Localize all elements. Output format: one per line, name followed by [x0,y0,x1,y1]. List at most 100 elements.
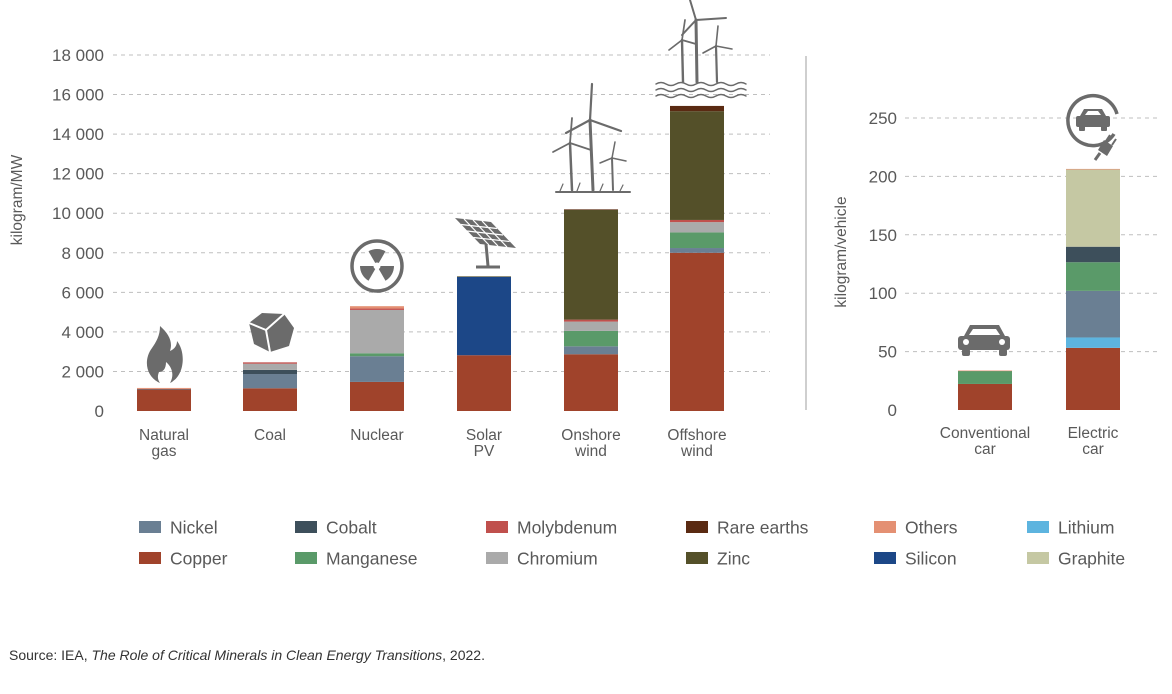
category-label: Natural [139,427,189,444]
y-tick-label: 14 000 [52,125,104,144]
category-label: car [1082,441,1104,458]
y-tick-label: 150 [869,226,897,245]
onshore-wind-icon [552,82,631,193]
bar-segment-nickel [137,388,191,390]
bar-segment-chromium [243,363,297,370]
left-y-axis-ticks: 0 2 000 4 000 6 000 8 000 10 000 12 000 14 000 1… [52,46,104,421]
bar-segment-molybdenum [670,219,724,223]
category-label: wind [574,443,607,460]
right-y-axis-ticks: 0 50 100 150 200 250 [869,109,897,420]
category-label: wind [680,443,713,460]
bar-segment-copper [457,355,511,411]
category-label: Nuclear [350,427,403,444]
category-label: Conventional [940,425,1030,442]
bar-segment-chromium [350,309,404,354]
legend: Nickel Cobalt Molybdenum Rare earths Others L… [139,518,1125,569]
category-label: car [974,441,996,458]
legend-label-molybdenum: Molybdenum [517,518,617,538]
bar-segment-nickel [1066,290,1120,338]
left-y-axis-title: kilogram/MW [9,154,26,245]
bar-segment-rare-earths [564,209,618,210]
bar-segment-manganese [350,353,404,357]
y-tick-label: 4 000 [61,323,104,342]
bar-segment-manganese [958,370,1012,384]
category-label: Onshore [561,427,620,444]
bar-segment-copper [350,381,404,411]
category-label: PV [474,443,495,460]
legend-swatch-nickel [139,521,161,533]
bar-segment-zinc [564,209,618,320]
right-gridlines [905,117,1160,353]
category-label: Electric [1068,425,1119,442]
y-tick-label: 250 [869,109,897,128]
ev-plug-icon [1066,93,1119,161]
right-y-axis-title: kilogram/vehicle [833,196,850,307]
bar-segment-copper [958,383,1012,410]
legend-swatch-chromium [486,552,508,564]
vehicle-bars [958,168,1120,410]
bar-segment-silicon [457,276,511,356]
bar-segment-nickel [243,374,297,389]
bar-segment-graphite [1066,169,1120,247]
legend-label-cobalt: Cobalt [326,518,377,538]
source-title: The Role of Critical Minerals in Clean E… [91,647,443,663]
bar-segment-nickel [670,248,724,253]
y-tick-label: 0 [888,401,897,420]
legend-swatch-silicon [874,552,896,564]
offshore-wind-icon [655,0,747,99]
bar-segment-cobalt [243,369,297,375]
bar-segment-manganese [670,232,724,249]
bar-segment-molybdenum [243,362,297,364]
category-label: Coal [254,427,286,444]
bar-segment-others [137,387,191,389]
energy-technology-bars [137,105,724,411]
y-tick-label: 100 [869,284,897,303]
y-tick-label: 50 [878,343,897,362]
legend-swatch-rare-earths [686,521,708,533]
legend-label-copper: Copper [170,549,228,569]
bar-segment-chromium [670,222,724,233]
bar-segment-rare-earths [670,105,724,112]
source-note: Source: IEA, The Role of Critical Minera… [9,647,485,663]
car-icon [958,325,1010,356]
category-label: Solar [466,427,502,444]
legend-label-nickel: Nickel [170,518,218,538]
legend-label-others: Others [905,518,958,538]
category-label: Offshore [667,427,726,444]
legend-label-zinc: Zinc [717,549,750,569]
source-prefix: Source: IEA, [9,647,92,663]
bar-segment-copper [1066,347,1120,410]
bar-segment-others [1066,168,1120,170]
radiation-icon [350,239,404,293]
bar-segment-molybdenum [564,319,618,322]
y-tick-label: 12 000 [52,165,104,184]
legend-label-silicon: Silicon [905,549,957,569]
bar-segment-copper [670,252,724,411]
y-tick-label: 8 000 [61,244,104,263]
flame-icon [146,326,183,383]
bar-segment-manganese [1066,262,1120,291]
legend-swatch-molybdenum [486,521,508,533]
bar-segment-others [350,306,404,309]
legend-label-lithium: Lithium [1058,518,1114,538]
bar-segment-cobalt [1066,246,1120,263]
bar-segment-copper [137,389,191,411]
category-label: gas [152,443,177,460]
bar-segment-nickel [564,346,618,355]
y-tick-label: 0 [95,402,104,421]
legend-swatch-others [874,521,896,533]
bar-segment-zinc [457,276,511,277]
legend-swatch-graphite [1027,552,1049,564]
legend-swatch-copper [139,552,161,564]
bar-segment-copper [243,388,297,411]
y-tick-label: 16 000 [52,86,104,105]
bar-segment-nickel [350,356,404,382]
legend-swatch-manganese [295,552,317,564]
legend-swatch-zinc [686,552,708,564]
bar-segment-lithium [1066,337,1120,348]
source-suffix: , 2022. [442,647,485,663]
legend-label-manganese: Manganese [326,549,417,569]
